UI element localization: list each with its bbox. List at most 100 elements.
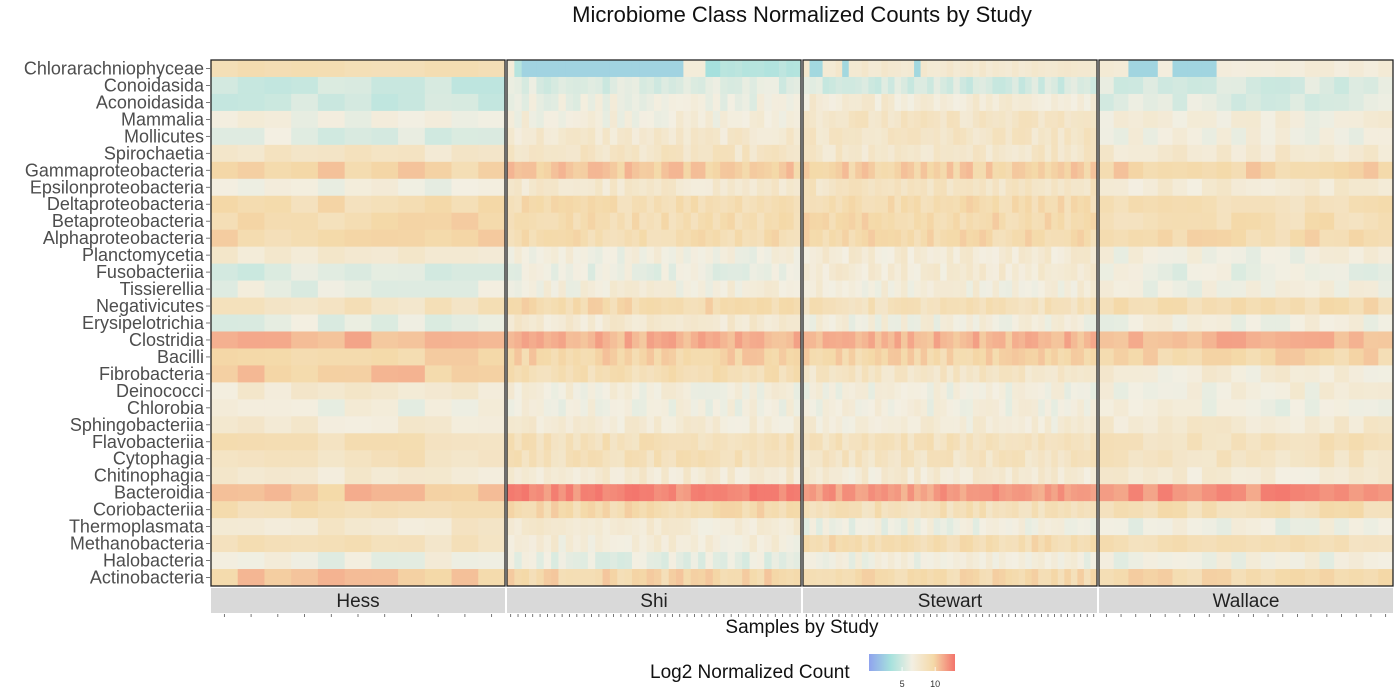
heatmap-cell [690, 93, 699, 112]
heatmap-cell [914, 161, 922, 180]
heatmap-cell [1012, 195, 1020, 214]
heatmap-cell [742, 467, 751, 485]
heatmap-cell [914, 110, 922, 129]
heatmap-cell [874, 501, 882, 519]
heatmap-cell [985, 382, 993, 400]
heatmap-cell [521, 518, 530, 536]
heatmap-cell [1363, 501, 1379, 519]
heatmap-cell [211, 127, 239, 146]
heatmap-cell [1099, 467, 1115, 485]
heatmap-cell [749, 93, 758, 112]
heatmap-cell [1216, 246, 1232, 265]
heatmap-cell [1363, 280, 1379, 299]
heatmap-cell [1187, 484, 1203, 502]
heatmap-cell [1290, 110, 1306, 129]
heatmap-cell [809, 501, 817, 519]
heatmap-cell [894, 212, 902, 231]
heatmap-cell [602, 144, 611, 163]
heatmap-cell [705, 416, 714, 434]
heatmap-cell [1260, 433, 1276, 451]
heatmap-cell [778, 195, 787, 214]
heatmap-cell [676, 518, 684, 536]
heatmap-cell [946, 518, 954, 536]
heatmap-cell [1334, 161, 1350, 180]
heatmap-cell [1044, 263, 1052, 282]
heatmap-cell [887, 93, 895, 112]
heatmap-cell [901, 195, 909, 214]
heatmap-cell [1172, 60, 1188, 78]
heatmap-cell [1201, 280, 1218, 299]
heatmap-cell [953, 535, 961, 553]
heatmap-cell [855, 195, 863, 214]
heatmap-cell [565, 416, 574, 434]
heatmap-cell [959, 416, 967, 434]
heatmap-cell [690, 365, 699, 383]
chart-title: Microbiome Class Normalized Counts by St… [572, 2, 1032, 27]
heatmap-cell [835, 433, 843, 451]
heatmap-cell [874, 314, 882, 332]
heatmap-cell [1187, 365, 1203, 383]
heatmap-cell [654, 60, 662, 78]
heatmap-cell [855, 314, 863, 332]
heatmap-cell [727, 110, 736, 129]
heatmap-cell [816, 416, 824, 434]
heatmap-cell [1143, 127, 1159, 146]
heatmap-cell [1216, 314, 1232, 332]
heatmap-cell [398, 416, 426, 434]
heatmap-cell [966, 535, 974, 553]
heatmap-cell [609, 518, 618, 536]
heatmap-cell [914, 212, 922, 231]
heatmap-cell [543, 365, 552, 383]
heatmap-cell [398, 127, 426, 146]
heatmap-cell [705, 365, 714, 383]
heatmap-cell [887, 161, 895, 180]
heatmap-cell [881, 501, 889, 519]
heatmap-cell [966, 518, 974, 536]
heatmap-cell [855, 161, 863, 180]
heatmap-cell [371, 314, 399, 332]
heatmap-cell [624, 144, 633, 163]
heatmap-cell [551, 161, 559, 180]
heatmap-cell [966, 501, 974, 519]
heatmap-cell [771, 195, 780, 214]
heatmap-cell [894, 127, 902, 146]
heatmap-cell [771, 229, 780, 248]
heatmap-cell [1038, 450, 1046, 468]
heatmap-cell [1025, 127, 1033, 146]
heatmap-cell [720, 263, 728, 282]
heatmap-cell [317, 297, 346, 316]
heatmap-cell [933, 144, 941, 163]
heatmap-cell [771, 263, 780, 282]
heatmap-cell [1378, 399, 1394, 417]
heatmap-cell [344, 314, 372, 332]
heatmap-cell [705, 127, 714, 146]
heatmap-cell [1012, 365, 1020, 383]
heatmap-cell [793, 518, 802, 536]
heatmap-cell [972, 348, 980, 366]
heatmap-cell [979, 450, 987, 468]
heatmap-cell [1187, 535, 1203, 553]
heatmap-cell [1044, 161, 1052, 180]
heatmap-cell [344, 93, 372, 112]
heatmap-cell [1304, 569, 1320, 587]
heatmap-cell [972, 76, 980, 95]
heatmap-cell [868, 569, 876, 587]
heatmap-cell [927, 263, 935, 282]
heatmap-cell [1157, 382, 1173, 400]
heatmap-cell [514, 365, 523, 383]
heatmap-cell [742, 144, 751, 163]
heatmap-cell [1304, 535, 1320, 553]
heatmap-cell [565, 178, 574, 197]
heatmap-cell [1005, 178, 1013, 197]
heatmap-cell [829, 178, 837, 197]
heatmap-cell [690, 178, 699, 197]
heatmap-cell [1157, 144, 1173, 163]
heatmap-cell [1057, 263, 1065, 282]
heatmap-cell [749, 552, 758, 570]
heatmap-cell [992, 212, 1000, 231]
heatmap-cell [1025, 161, 1033, 180]
heatmap-cell [727, 161, 736, 180]
heatmap-cell [842, 416, 850, 434]
heatmap-cell [985, 331, 993, 349]
heatmap-cell [1090, 76, 1098, 95]
